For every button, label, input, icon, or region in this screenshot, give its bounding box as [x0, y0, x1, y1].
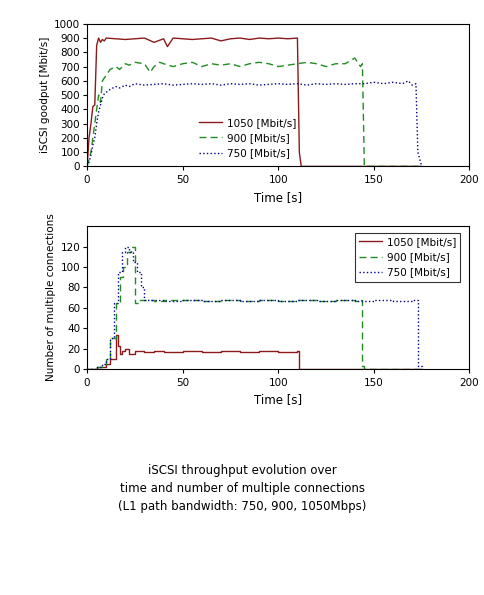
X-axis label: Time [s]: Time [s]	[254, 191, 302, 204]
Y-axis label: iSCSI goodput [Mbit/s]: iSCSI goodput [Mbit/s]	[40, 37, 50, 154]
Text: iSCSI throughput evolution over
time and number of multiple connections
(L1 path: iSCSI throughput evolution over time and…	[118, 464, 366, 513]
X-axis label: Time [s]: Time [s]	[254, 393, 302, 406]
Legend: 1050 [Mbit/s], 900 [Mbit/s], 750 [Mbit/s]: 1050 [Mbit/s], 900 [Mbit/s], 750 [Mbit/s…	[199, 118, 297, 158]
Y-axis label: Number of multiple connections: Number of multiple connections	[46, 214, 56, 381]
Legend: 1050 [Mbit/s], 900 [Mbit/s], 750 [Mbit/s]: 1050 [Mbit/s], 900 [Mbit/s], 750 [Mbit/s…	[355, 233, 460, 281]
